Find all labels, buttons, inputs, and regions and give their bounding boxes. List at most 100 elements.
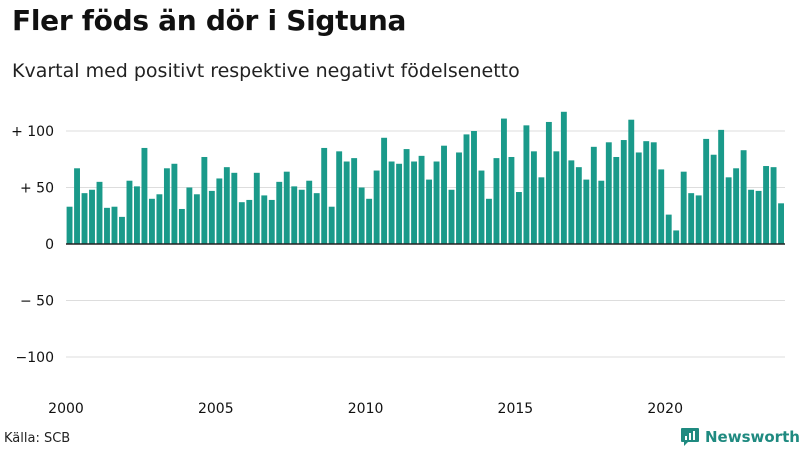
bar [276, 181, 283, 244]
bar [96, 181, 103, 244]
y-tick-label: + 50 [20, 181, 54, 197]
bar [426, 179, 432, 244]
bar [770, 167, 777, 244]
bar [553, 151, 560, 244]
bar [703, 138, 710, 244]
bar [328, 206, 335, 244]
bar [66, 206, 73, 244]
bar [231, 172, 238, 244]
bar [186, 187, 193, 244]
bar [448, 189, 455, 244]
bar [313, 193, 320, 244]
bar [104, 207, 110, 244]
bar [598, 180, 605, 244]
bar [643, 141, 650, 244]
bar [298, 189, 305, 244]
x-tick-label: 2010 [348, 401, 384, 417]
bar [74, 168, 80, 244]
bar-layer [66, 111, 784, 244]
bar [178, 208, 185, 244]
bar [605, 142, 612, 244]
bar [688, 193, 695, 244]
bar [538, 177, 545, 244]
bar [471, 131, 477, 244]
source-label: Källa: SCB [4, 431, 71, 446]
bar [523, 125, 530, 244]
bar [493, 158, 500, 244]
bar [223, 167, 230, 244]
bar [208, 190, 215, 244]
bar [216, 178, 223, 244]
bar [763, 166, 770, 244]
bar [134, 186, 140, 244]
chart-subtitle: Kvartal med positivt respektive negativt… [12, 60, 520, 82]
brand-logo[interactable]: Newsworthy [680, 427, 800, 447]
bar [463, 134, 470, 244]
bar [456, 152, 462, 244]
bar [343, 161, 350, 244]
bar [665, 214, 672, 244]
y-tick-label: − 50 [20, 294, 54, 310]
newsworthy-logo-icon [681, 428, 699, 446]
bar [418, 155, 425, 244]
bar [141, 147, 148, 244]
x-tick-label: 2000 [48, 401, 84, 417]
y-tick-label: + 100 [11, 124, 54, 140]
bar [411, 161, 418, 244]
bar [748, 189, 755, 244]
bar [201, 156, 208, 244]
bar [388, 161, 395, 244]
bar [673, 230, 680, 244]
bar [635, 152, 642, 244]
bar [575, 167, 582, 244]
bar [283, 171, 290, 244]
chart-title: Fler föds än dör i Sigtuna [12, 4, 407, 37]
bar [620, 140, 627, 244]
bar [148, 198, 155, 244]
bar [291, 186, 298, 244]
bar [725, 177, 732, 244]
bar [253, 172, 260, 244]
bar [358, 187, 365, 244]
bar [351, 158, 358, 244]
bar [381, 137, 388, 244]
bar [261, 195, 268, 244]
bar [238, 202, 245, 244]
bar [163, 168, 170, 244]
bar [306, 180, 313, 244]
bar [740, 150, 747, 244]
bar [508, 156, 515, 244]
bar [515, 192, 522, 244]
bar [530, 151, 537, 244]
axis-layer: + 100 + 50 0 − 50 −100 2000 2005 2010 2015 2020 [11, 124, 785, 417]
bar [126, 180, 133, 244]
bar [710, 154, 717, 244]
bar [268, 199, 275, 244]
bar [403, 149, 410, 244]
bar [590, 146, 597, 244]
bar [396, 163, 403, 244]
bar [441, 145, 447, 244]
y-tick-label: 0 [45, 237, 54, 253]
bar [568, 160, 575, 244]
bar [500, 118, 507, 244]
bar [628, 119, 635, 244]
bar [733, 168, 740, 244]
bar [336, 151, 343, 244]
bar [156, 194, 163, 244]
bar [583, 179, 590, 244]
bar [119, 216, 125, 244]
y-tick-label: −100 [16, 350, 54, 366]
grid-layer [66, 130, 785, 358]
bar [366, 198, 373, 244]
bar [658, 169, 665, 244]
bar [545, 121, 552, 244]
bar [111, 206, 118, 244]
bar [680, 171, 687, 244]
bar [433, 161, 440, 244]
brand-name: Newsworthy [705, 428, 800, 446]
bar [478, 170, 485, 244]
bar [246, 199, 253, 244]
bar [373, 170, 380, 244]
